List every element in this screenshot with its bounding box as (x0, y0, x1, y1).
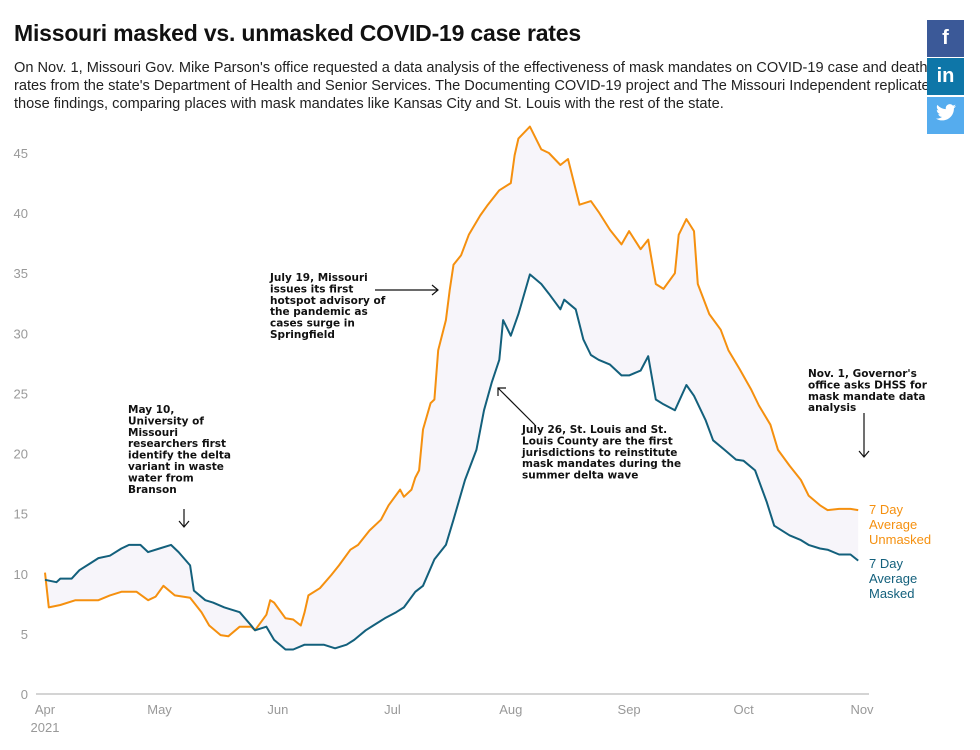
linkedin-share-button[interactable]: in (927, 58, 964, 95)
x-tick-label: Apr (35, 702, 56, 717)
x-tick-label: Sep (618, 702, 641, 717)
july-19-annotation-text: Springfield (270, 329, 335, 341)
gap-fill-area (45, 126, 859, 650)
x-tick-label: May (147, 702, 172, 717)
july-26-annotation-text: jurisdictions to reinstitute (521, 447, 677, 459)
may-10-annotation-text: May 10, (128, 404, 174, 416)
may-10-annotation-text: water from (128, 472, 194, 484)
masked-legend-label: 7 Day (869, 556, 903, 571)
nov-1-annotation-text: analysis (808, 402, 856, 414)
masked-series-line (44, 273, 859, 651)
may-10-annotation-text: University of (128, 415, 204, 427)
x-axis: Apr 2021 May Jun Jul Aug Sep Oct Nov (31, 702, 875, 735)
july-19-annotation-text: July 19, Missouri (269, 272, 368, 284)
x-tick-label: Oct (734, 702, 755, 717)
annotation-arrows (178, 284, 870, 528)
may-10-annotation-text: researchers first (128, 438, 226, 450)
nov-1-arrow-icon (858, 413, 870, 458)
unmasked-legend-label: 7 Day (869, 502, 903, 517)
may-10-annotation-text: variant in waste (128, 461, 224, 473)
chart-description: On Nov. 1, Missouri Gov. Mike Parson's o… (14, 60, 938, 112)
facebook-share-button[interactable]: f (927, 20, 964, 57)
may-10-annotation-text: identify the delta (128, 450, 231, 462)
july-19-annotation-text: the pandemic as (270, 306, 368, 318)
july-26-arrow-icon (497, 387, 536, 426)
y-tick-label: 45 (14, 146, 28, 161)
y-axis: 0 5 10 15 20 25 30 35 40 45 (14, 146, 28, 702)
may-10-arrow-icon (178, 509, 190, 528)
annotations: May 10,University ofMissouriresearchers … (128, 272, 928, 496)
x-tick-year-label: 2021 (31, 720, 60, 735)
july-26-annotation-text: summer delta wave (522, 470, 638, 482)
july-19-annotation-text: issues its first (270, 283, 353, 295)
y-tick-label: 35 (14, 266, 28, 281)
facebook-icon: f (942, 27, 949, 49)
y-tick-label: 40 (14, 206, 28, 221)
masked-legend-label: Average (869, 571, 917, 586)
y-tick-label: 20 (14, 447, 28, 462)
july-19-annotation-text: hotspot advisory of (270, 295, 386, 307)
july-26-annotation-text: July 26, St. Louis and St. (521, 424, 667, 436)
x-tick-label: Aug (499, 702, 522, 717)
july-19-arrow-icon (375, 284, 439, 296)
unmasked-legend-label: Average (869, 517, 917, 532)
may-10-annotation-text: Branson (128, 484, 177, 496)
x-tick-label: Jun (267, 702, 288, 717)
y-tick-label: 30 (14, 326, 28, 341)
july-19-annotation-text: cases surge in (270, 318, 355, 330)
may-10-annotation-text: Missouri (128, 427, 178, 439)
nov-1-annotation-text: mask mandate data (808, 391, 926, 403)
chart-title: Missouri masked vs. unmasked COVID-19 ca… (14, 20, 581, 46)
unmasked-series-line (44, 125, 859, 638)
nov-1-annotation-text: office asks DHSS for (808, 379, 928, 391)
twitter-share-button[interactable] (927, 97, 964, 134)
y-tick-label: 25 (14, 386, 28, 401)
july-26-annotation-text: mask mandates during the (522, 458, 681, 470)
y-tick-label: 15 (14, 507, 28, 522)
unmasked-legend-label: Unmasked (869, 532, 931, 547)
x-tick-label: Jul (384, 702, 401, 717)
x-tick-label: Nov (850, 702, 874, 717)
y-tick-label: 10 (14, 567, 28, 582)
twitter-icon (935, 104, 956, 127)
y-tick-label: 5 (21, 627, 28, 642)
y-tick-label: 0 (21, 687, 28, 702)
masked-legend-label: Masked (869, 586, 915, 601)
linkedin-icon: in (936, 65, 955, 87)
july-26-annotation-text: Louis County are the first (522, 435, 673, 447)
nov-1-annotation-text: Nov. 1, Governor's (808, 368, 917, 380)
